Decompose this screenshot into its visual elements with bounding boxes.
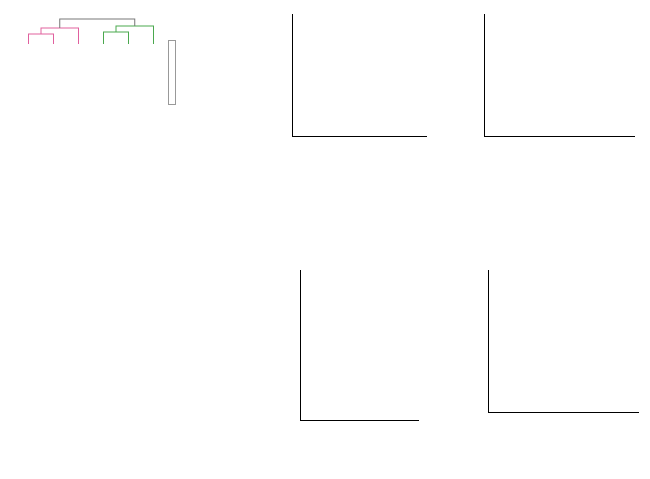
heatmap-canvas <box>16 59 166 245</box>
panel-b <box>236 0 444 258</box>
panel-d-western-blot <box>56 324 226 434</box>
panel-b-plot <box>292 14 427 137</box>
dendrogram <box>28 18 154 44</box>
panel-d <box>0 258 240 479</box>
panel-e <box>240 258 438 479</box>
samples-color-strip <box>16 46 166 51</box>
panel-d-lane-labels <box>0 258 240 322</box>
heatmap-colorbar <box>168 40 176 105</box>
panel-c-plot <box>484 14 635 137</box>
panel-f <box>438 258 650 479</box>
panel-e-plot <box>300 270 419 421</box>
panel-b-western-blot <box>290 186 430 252</box>
panel-a <box>0 0 236 256</box>
panel-f-plot <box>488 270 639 413</box>
group-color-strip <box>16 52 166 57</box>
heatmap-legend <box>188 28 234 31</box>
panel-c <box>436 0 650 180</box>
